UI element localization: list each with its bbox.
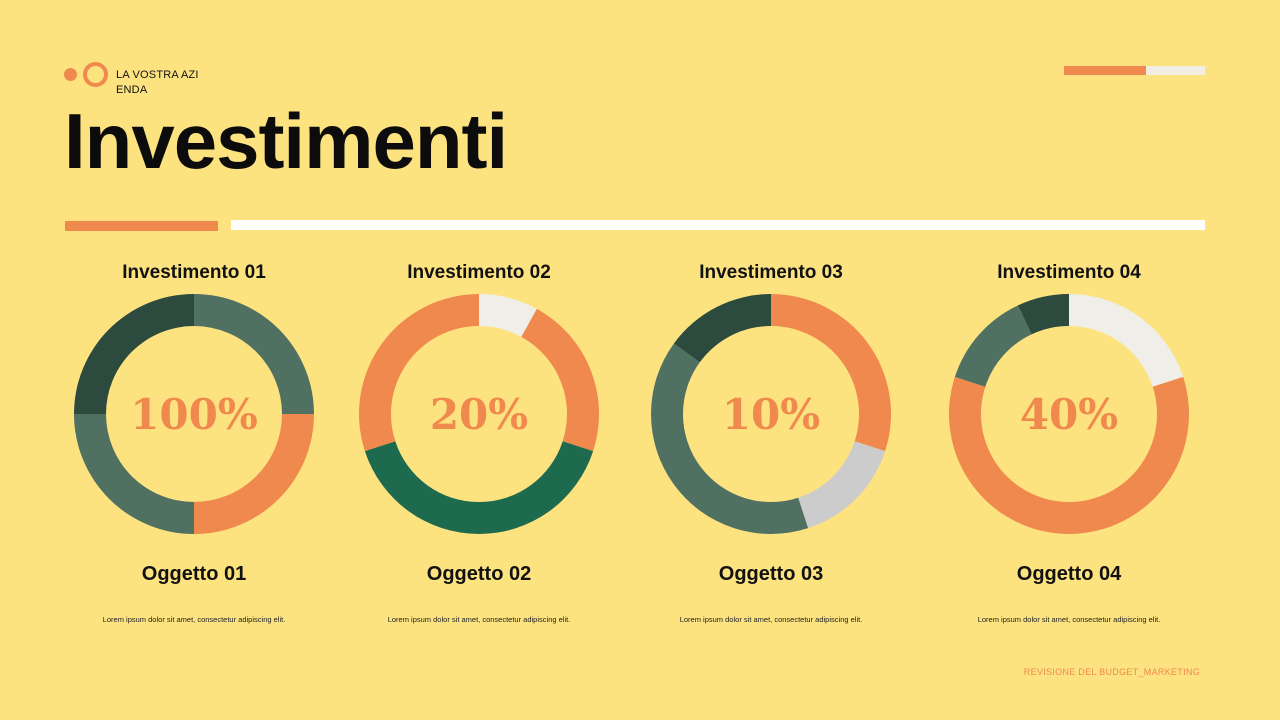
divider-white	[231, 220, 1205, 230]
donut-slices	[949, 294, 1189, 534]
logo-ring	[83, 62, 108, 87]
donut-slice-1	[771, 294, 891, 452]
item-label: Oggetto 01	[141, 563, 247, 585]
donut-slice-1	[1069, 294, 1184, 387]
donut-slice-4	[673, 294, 771, 363]
logo-dot	[64, 68, 77, 81]
donut-slice-1	[194, 294, 314, 414]
investment-title: Investimento 03	[699, 262, 843, 283]
donut-chart: 20%	[359, 294, 599, 535]
top-accent-bars	[1064, 66, 1205, 75]
donut-slice-3	[74, 414, 194, 534]
donut-chart: 10%	[651, 294, 891, 534]
investment-title: Investimento 02	[407, 262, 551, 283]
item-description: Lorem ipsum dolor sit amet, consectetur …	[387, 615, 571, 624]
investment-card-4: Investimento 04 40% Oggetto 04 Lorem ips…	[939, 258, 1199, 624]
donut-slice-3	[954, 305, 1032, 387]
percent-label: 10%	[722, 390, 820, 439]
investment-title: Investimento 04	[997, 262, 1141, 283]
divider-orange	[65, 221, 218, 231]
donut-slice-3	[651, 343, 809, 534]
investment-card-3: Investimento 03 10% Oggetto 03 Lorem ips…	[641, 258, 901, 624]
donut-slice-2	[521, 308, 599, 452]
page-title: Investimenti	[64, 97, 508, 185]
company-logo	[64, 61, 114, 89]
donut-slices	[359, 294, 599, 535]
donut-slice-4	[359, 294, 479, 452]
item-label: Oggetto 02	[426, 563, 532, 585]
percent-label: 20%	[430, 390, 528, 439]
percent-label: 100%	[130, 390, 258, 439]
item-label: Oggetto 04	[1016, 563, 1122, 585]
donut-chart: 40%	[949, 294, 1189, 534]
item-description: Lorem ipsum dolor sit amet, consectetur …	[679, 615, 863, 624]
donut-slice-1	[479, 294, 537, 337]
investment-card-2: Investimento 02 20% Oggetto 02 Lorem ips…	[349, 258, 609, 624]
donut-chart: 100%	[74, 294, 314, 534]
donut-slices	[74, 294, 314, 534]
company-name: LA VOSTRA AZIENDA	[116, 69, 199, 96]
item-description: Lorem ipsum dolor sit amet, consectetur …	[102, 615, 286, 624]
donut-slice-2	[949, 376, 1189, 534]
investment-card-1: Investimento 01 100% Oggetto 01 Lorem ip…	[64, 258, 324, 624]
donut-slice-2	[798, 441, 886, 529]
item-label: Oggetto 03	[718, 563, 824, 585]
donut-slice-4	[1017, 294, 1069, 335]
top-accent-orange	[1064, 66, 1146, 75]
percent-label: 40%	[1020, 390, 1118, 439]
donut-slice-2	[194, 414, 314, 534]
item-description: Lorem ipsum dolor sit amet, consectetur …	[977, 615, 1161, 624]
donut-slice-4	[74, 294, 194, 414]
donut-slices	[651, 294, 891, 534]
donut-slice-3	[364, 441, 594, 535]
investment-title: Investimento 01	[122, 262, 266, 283]
footer-caption: REVISIONE DEL BUDGET_MARKETING	[1023, 667, 1200, 677]
top-accent-light	[1146, 66, 1205, 75]
